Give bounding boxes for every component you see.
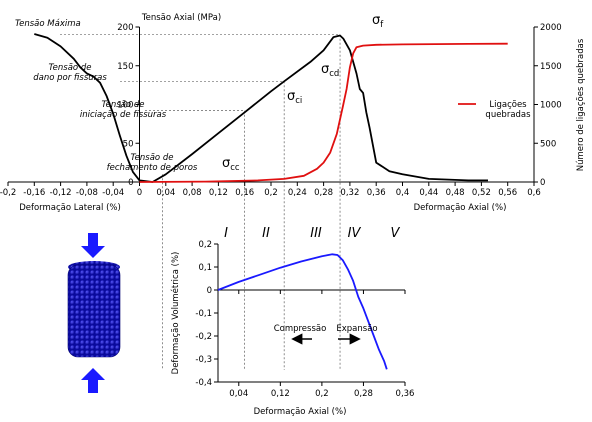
- annotation-cc-line2: fechamento de poros: [107, 163, 198, 173]
- sigma-label-ci: σci: [287, 89, 302, 106]
- x-tick-label: -0,12: [50, 188, 72, 198]
- x-tick-label: 0,12: [271, 389, 290, 399]
- sigma-label-cc: σcc: [222, 156, 240, 173]
- region-label-III: III: [310, 226, 322, 241]
- y-tick-label: 150: [117, 62, 133, 72]
- y-right-tick-label: 1500: [540, 62, 562, 72]
- chart-title: Tensão Axial (MPa): [141, 13, 221, 23]
- x-tick-label: 0,44: [419, 188, 438, 198]
- x-tick-label: -0,16: [23, 188, 45, 198]
- y-tick-label: 100: [117, 101, 133, 111]
- y-tick-label: 0: [207, 286, 212, 296]
- x-tick-label: 0,16: [235, 188, 254, 198]
- annotation-max-stress: Tensão Máxima: [15, 19, 81, 29]
- series-volumetric-line: [217, 253, 388, 370]
- legend-label: Ligações: [489, 100, 527, 110]
- cylinder-specimen-icon: [67, 261, 121, 358]
- x-label-right: Deformação Axial (%): [414, 203, 507, 213]
- annotation-cc-line1: Tensão de: [131, 153, 174, 163]
- series-layer: [217, 253, 388, 370]
- y-tick-label: -0,4: [195, 378, 212, 388]
- sigma-label-f: σf: [372, 13, 384, 30]
- arrow-down-icon: [81, 233, 105, 258]
- x-tick-label: 0,48: [446, 188, 465, 198]
- x-tick-label: 0,2: [315, 389, 329, 399]
- x-tick-label: -0,08: [76, 188, 98, 198]
- annotation-cd-line1: Tensão de: [49, 63, 92, 73]
- x-tick-label: -0,2: [0, 188, 16, 198]
- x-tick-label: -0,04: [102, 188, 124, 198]
- x-tick-label: 0,2: [264, 188, 278, 198]
- arrow-up-icon: [81, 368, 105, 393]
- y-tick-label: 0,2: [198, 240, 212, 250]
- y-label-right: Número de ligações quebradas: [576, 38, 586, 171]
- annotation-ci-line2: iniciação de fissuras: [80, 110, 167, 120]
- x-tick-label: 0,08: [183, 188, 202, 198]
- x-tick-label: 0,4: [396, 188, 410, 198]
- y-tick-label: -0,3: [195, 355, 212, 365]
- legend-label-line2: quebradas: [485, 110, 531, 120]
- annotation-ci-line1: Tensão de: [102, 100, 145, 110]
- y-right-tick-label: 2000: [540, 23, 562, 33]
- x-tick-label: 0,36: [396, 389, 415, 399]
- x-tick-label: 0,28: [314, 188, 333, 198]
- x-tick-label: 0,56: [498, 188, 517, 198]
- x-tick-label: 0,36: [367, 188, 386, 198]
- stress-strain-chart: -0,2 -0,16 -0,12 -0,08 -0,04 0 0,04 0,08 0,12 0,1…: [0, 13, 586, 370]
- y-tick-label: 50: [123, 139, 134, 149]
- x-tick-label: 0,6: [527, 188, 541, 198]
- expansion-label: Expansão: [336, 324, 377, 334]
- series-layer: [34, 33, 508, 183]
- region-label-IV: IV: [348, 226, 362, 241]
- x-tick-label: 0,28: [354, 389, 373, 399]
- sigma-label-cd: σcd: [321, 62, 339, 79]
- region-label-II: II: [262, 226, 270, 241]
- guide-lines: [60, 34, 341, 370]
- x-label: Deformação Axial (%): [254, 407, 347, 417]
- y-tick-label: 0: [128, 178, 133, 188]
- x-tick-label: 0,32: [340, 188, 359, 198]
- x-tick-label: 0,24: [288, 188, 307, 198]
- x-tick-label: 0: [137, 188, 142, 198]
- x-label-left: Deformação Lateral (%): [19, 203, 121, 213]
- x-tick-label: 0,04: [229, 389, 248, 399]
- region-label-I: I: [224, 226, 228, 241]
- region-label-V: V: [391, 226, 401, 241]
- x-tick-label: 0,04: [156, 188, 175, 198]
- axes: -0,2 -0,16 -0,12 -0,08 -0,04 0 0,04 0,08 0,12 0,1…: [0, 13, 586, 213]
- y-label: Deformação Volumétrica (%): [170, 252, 181, 375]
- x-tick-label: 0,12: [209, 188, 228, 198]
- series-stress-line: [34, 33, 488, 183]
- specimen-illustration: [67, 233, 121, 393]
- x-tick-label: 0,52: [472, 188, 491, 198]
- axes: 0,2 0,1 0 -0,1 -0,2 -0,3 -0,4 0,04 0,12 0,2 0,28 0,…: [170, 240, 414, 417]
- y-tick-label: -0,1: [195, 309, 212, 319]
- y-tick-label: 0,1: [198, 263, 212, 273]
- annotation-cd-line2: dano por fissuras: [33, 73, 107, 83]
- series-broken-bonds-line: [139, 42, 508, 183]
- y-right-tick-label: 0: [540, 178, 545, 188]
- y-right-tick-label: 500: [540, 139, 556, 149]
- volumetric-strain-chart: 0,2 0,1 0 -0,1 -0,2 -0,3 -0,4 0,04 0,12 0,2 0,28 0,…: [170, 226, 414, 417]
- y-right-tick-label: 1000: [540, 101, 562, 111]
- compression-label: Compressão: [274, 324, 327, 334]
- y-tick-label: -0,2: [195, 332, 212, 342]
- y-tick-label: 200: [117, 23, 133, 33]
